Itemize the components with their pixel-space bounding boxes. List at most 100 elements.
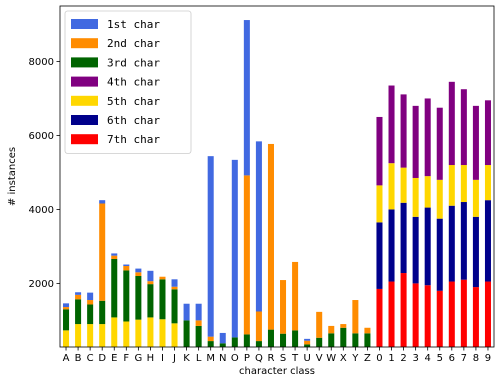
bar-J-1st-char — [171, 279, 178, 287]
bar-K-3rd-char — [183, 320, 190, 347]
bar-3-6th-char — [412, 216, 419, 284]
x-tick-label: 3 — [412, 353, 418, 364]
bar-B-5th-char — [75, 324, 82, 347]
bar-9-7th-char — [484, 281, 491, 347]
bar-D-3rd-char — [99, 300, 106, 325]
bar-F-5th-char — [123, 321, 130, 347]
x-tick-label: K — [183, 353, 190, 364]
bar-R-3rd-char — [267, 329, 274, 347]
bar-D-2nd-char — [99, 203, 106, 301]
x-tick-label: B — [75, 353, 82, 364]
bar-E-3rd-char — [111, 258, 118, 318]
bar-W-2nd-char — [328, 325, 335, 334]
x-tick-label: N — [219, 353, 226, 364]
bar-B-2nd-char — [75, 294, 82, 300]
bar-U-2nd-char — [304, 340, 311, 345]
bar-3-4th-char — [412, 105, 419, 178]
bar-W-3rd-char — [328, 333, 335, 347]
y-tick-label: 6000 — [29, 131, 54, 142]
x-tick-label: 9 — [485, 353, 491, 364]
bar-K-1st-char — [183, 303, 190, 321]
legend: 1st char 2nd char 3rd char 4th char 5th char… — [64, 10, 192, 154]
bar-D-1st-char — [99, 200, 106, 204]
bar-F-1st-char — [123, 264, 130, 267]
bar-P-3rd-char — [243, 334, 250, 347]
legend-swatch-2nd-char — [71, 38, 98, 49]
bar-2-7th-char — [400, 273, 407, 347]
x-tick-label: U — [303, 353, 310, 364]
bar-P-1st-char — [243, 20, 250, 176]
bar-5-6th-char — [436, 218, 443, 291]
x-tick-label: Z — [364, 353, 371, 364]
x-tick-label: 8 — [473, 353, 479, 364]
bar-O-1st-char — [231, 159, 238, 338]
x-tick-label: W — [326, 353, 336, 364]
bar-9-5th-char — [484, 165, 491, 201]
bar-Y-2nd-char — [352, 300, 359, 334]
legend-label: 4th char — [107, 76, 160, 89]
x-tick-label: J — [172, 353, 176, 364]
y-axis-ticks: 2000 4000 6000 8000 — [29, 57, 60, 290]
bar-2-4th-char — [400, 94, 407, 168]
bar-Q-3rd-char — [255, 341, 262, 347]
bar-8-7th-char — [472, 287, 479, 347]
legend-label: 3rd char — [107, 56, 160, 69]
bar-P-2nd-char — [243, 175, 250, 335]
bar-Z-3rd-char — [364, 333, 371, 347]
bar-9-6th-char — [484, 200, 491, 282]
x-tick-label: S — [280, 353, 286, 364]
x-tick-label: Q — [255, 353, 263, 364]
x-tick-label: 7 — [461, 353, 467, 364]
bar-X-2nd-char — [340, 324, 347, 328]
bar-V-2nd-char — [316, 311, 323, 338]
x-tick-label: L — [196, 353, 202, 364]
bar-M-1st-char — [207, 156, 214, 337]
bar-B-3rd-char — [75, 299, 82, 325]
bar-1-6th-char — [388, 209, 395, 282]
bar-8-6th-char — [472, 216, 479, 288]
bar-5-5th-char — [436, 179, 443, 219]
bar-3-5th-char — [412, 177, 419, 217]
bar-A-1st-char — [63, 303, 70, 308]
bar-G-3rd-char — [135, 275, 142, 320]
bar-B-1st-char — [75, 292, 82, 295]
bar-Y-3rd-char — [352, 333, 359, 347]
bar-M-2nd-char — [207, 336, 214, 342]
y-tick-label: 8000 — [29, 57, 54, 68]
bar-L-2nd-char — [195, 320, 202, 326]
bar-G-5th-char — [135, 319, 142, 347]
bar-5-7th-char — [436, 290, 443, 347]
bar-M-3rd-char — [207, 341, 214, 347]
bar-2-6th-char — [400, 202, 407, 274]
x-tick-label: F — [123, 353, 129, 364]
legend-label: 7th char — [107, 133, 160, 146]
bar-7-6th-char — [460, 202, 467, 280]
bar-1-5th-char — [388, 163, 395, 210]
bar-7-4th-char — [460, 89, 467, 166]
x-tick-label: X — [340, 353, 347, 364]
bar-F-3rd-char — [123, 270, 130, 322]
bar-U-3rd-char — [304, 344, 311, 347]
bar-1-4th-char — [388, 85, 395, 164]
bar-G-2nd-char — [135, 272, 142, 276]
bar-I-3rd-char — [159, 279, 166, 320]
bar-C-2nd-char — [87, 300, 94, 305]
bar-2-5th-char — [400, 167, 407, 203]
y-tick-label: 4000 — [29, 205, 54, 216]
bar-0-7th-char — [376, 288, 383, 347]
bar-G-1st-char — [135, 268, 142, 273]
bar-N-1st-char — [219, 332, 226, 344]
bar-6-7th-char — [448, 281, 455, 347]
x-tick-label: D — [98, 353, 106, 364]
x-tick-label: H — [147, 353, 155, 364]
bar-7-7th-char — [460, 279, 467, 347]
x-tick-label: V — [316, 353, 323, 364]
x-tick-label: 1 — [388, 353, 394, 364]
bar-S-2nd-char — [280, 280, 287, 334]
bar-T-3rd-char — [292, 330, 299, 347]
bar-A-2nd-char — [63, 307, 70, 310]
bar-C-3rd-char — [87, 304, 94, 325]
x-tick-label: E — [111, 353, 117, 364]
bar-0-6th-char — [376, 222, 383, 289]
y-axis-label: # instances — [7, 147, 18, 206]
